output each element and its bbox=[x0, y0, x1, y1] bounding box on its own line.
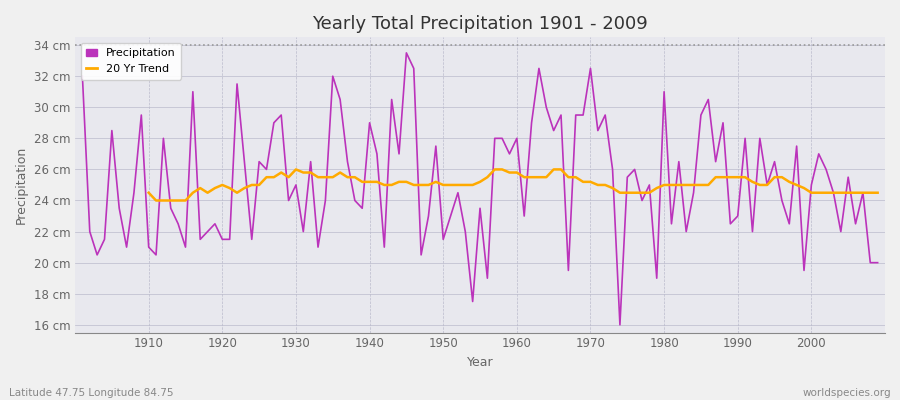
X-axis label: Year: Year bbox=[467, 356, 493, 369]
Text: worldspecies.org: worldspecies.org bbox=[803, 388, 891, 398]
Text: Latitude 47.75 Longitude 84.75: Latitude 47.75 Longitude 84.75 bbox=[9, 388, 174, 398]
Legend: Precipitation, 20 Yr Trend: Precipitation, 20 Yr Trend bbox=[81, 43, 182, 80]
Title: Yearly Total Precipitation 1901 - 2009: Yearly Total Precipitation 1901 - 2009 bbox=[312, 15, 648, 33]
Y-axis label: Precipitation: Precipitation bbox=[15, 146, 28, 224]
